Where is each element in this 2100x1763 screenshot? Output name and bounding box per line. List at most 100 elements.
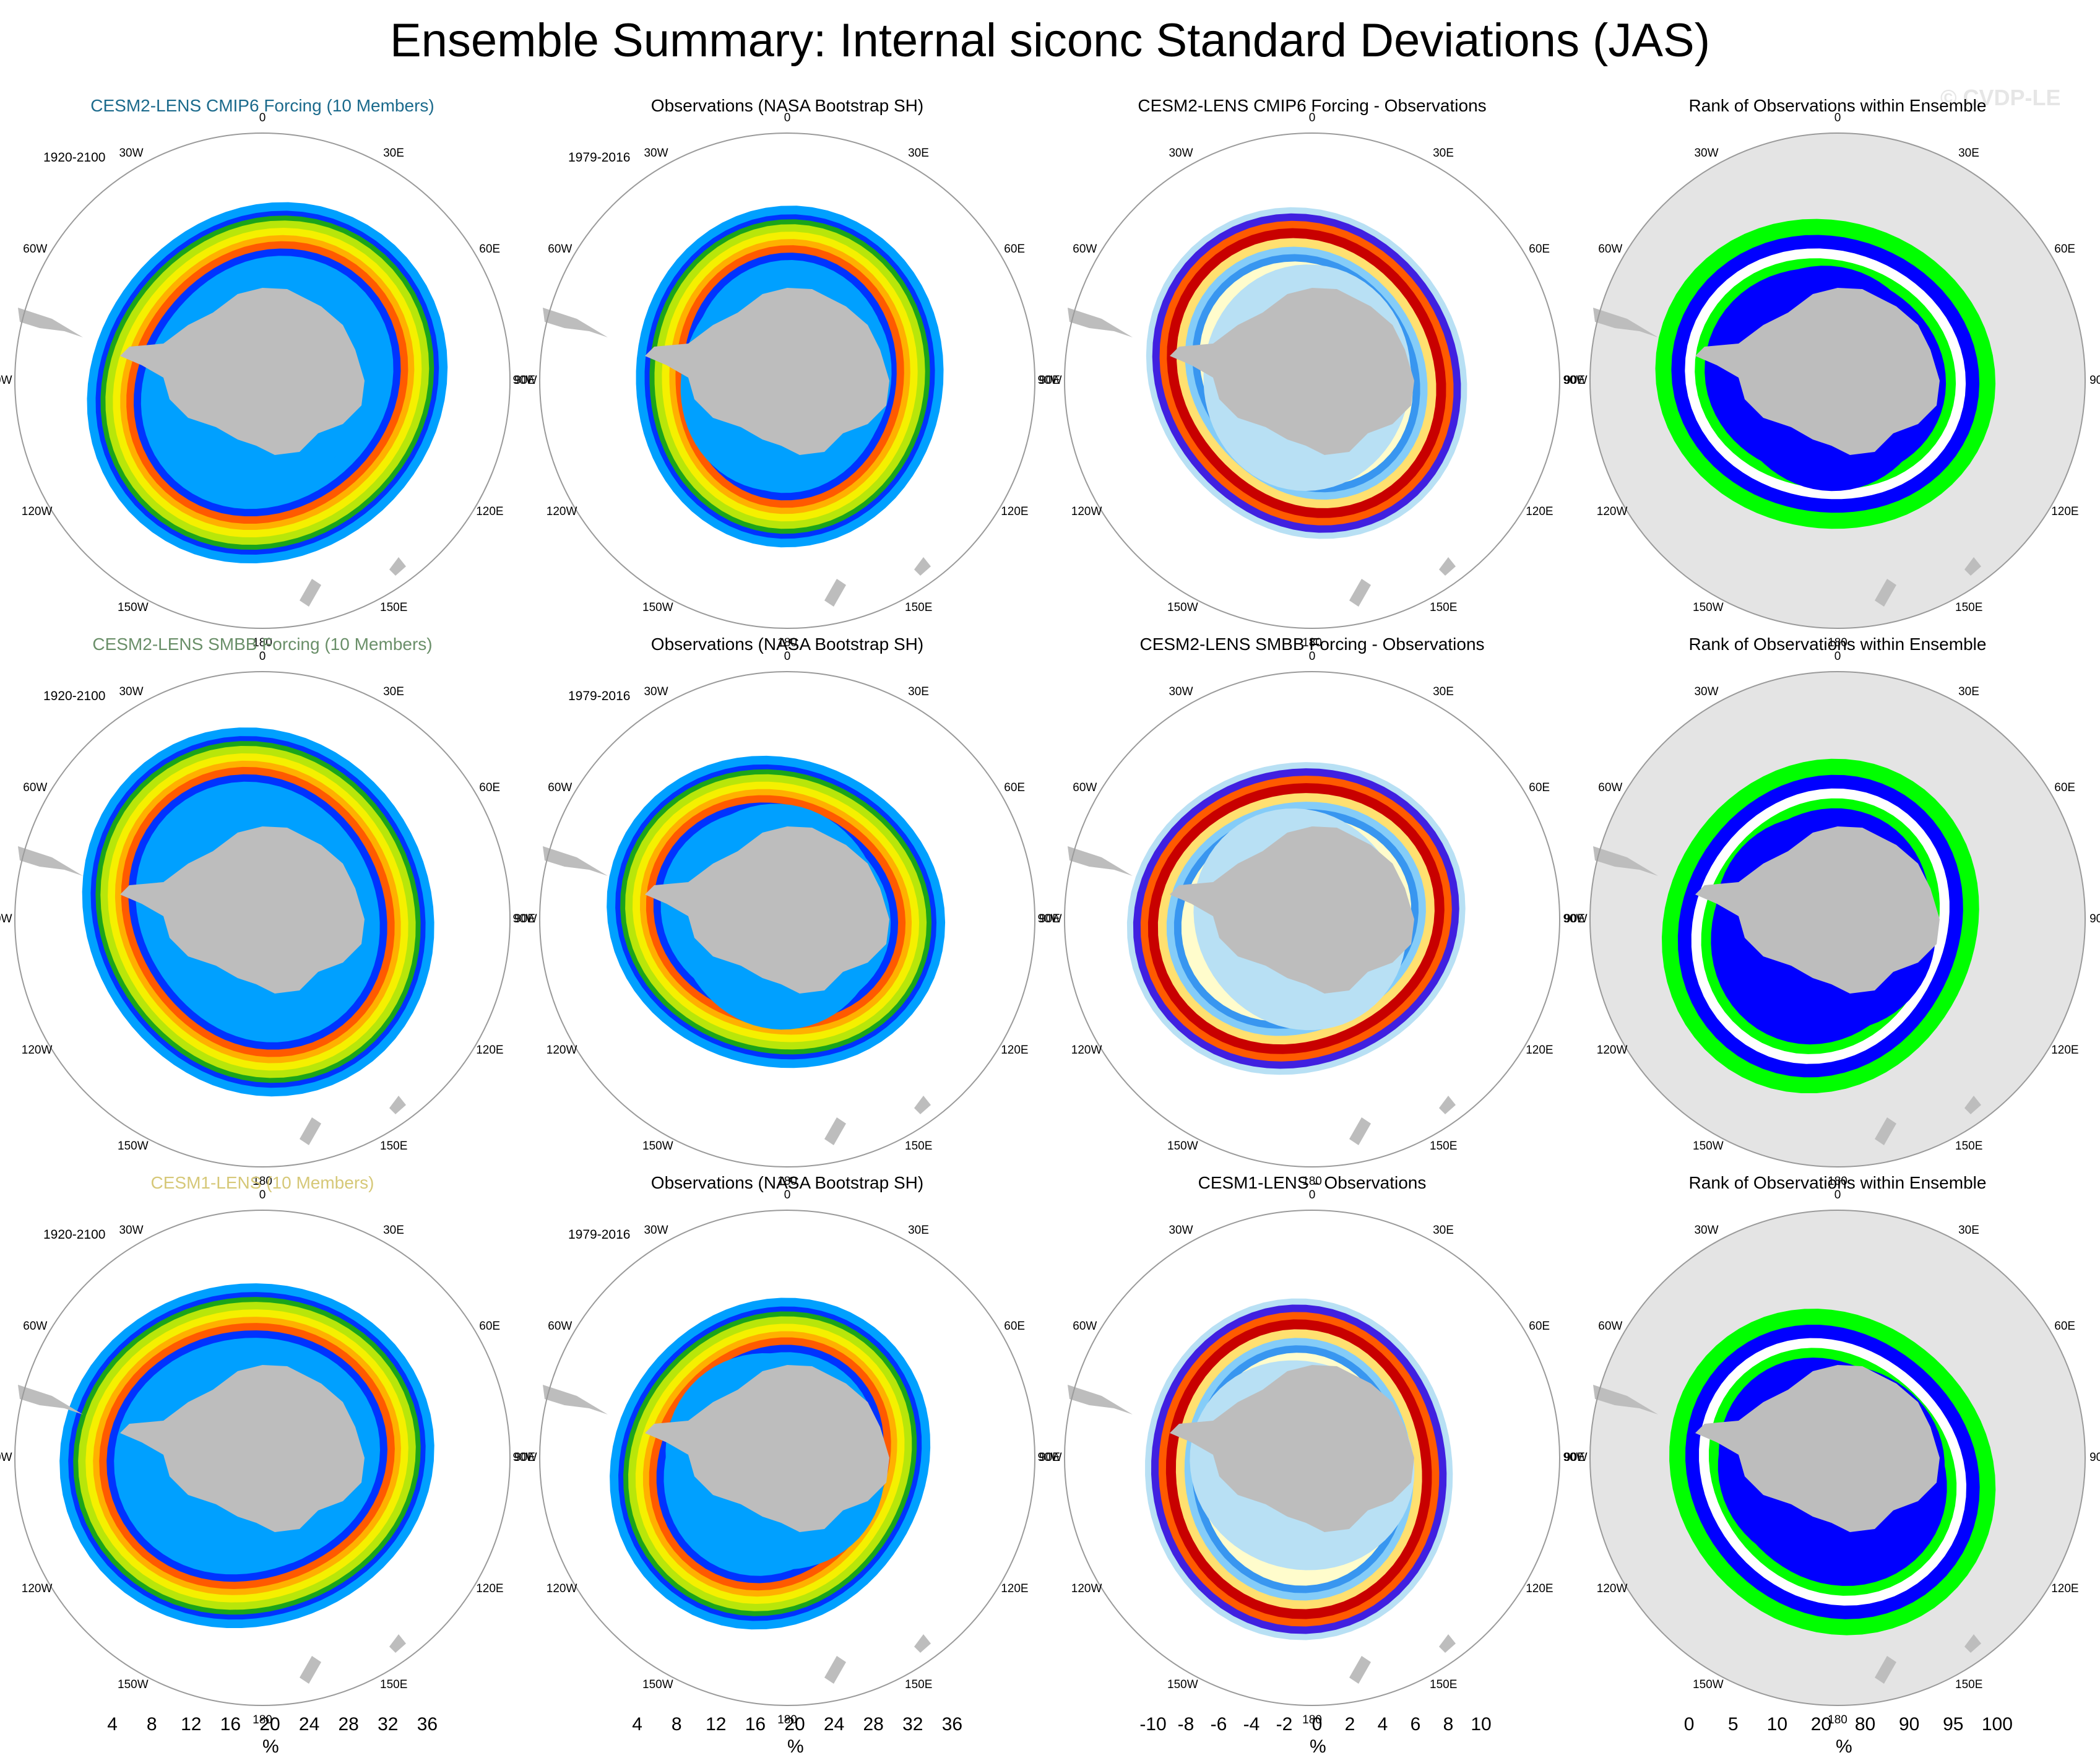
colorbar-unit: %	[1310, 1736, 1326, 1757]
longitude-label: 90W	[0, 912, 12, 925]
colorbar-tick-label: 12	[706, 1714, 727, 1735]
longitude-label: 90W	[0, 374, 12, 387]
colorbar-tick-label: 10	[1766, 1714, 1788, 1735]
longitude-label: 60W	[1073, 1320, 1097, 1333]
longitude-label: 120E	[1526, 505, 1553, 518]
longitude-label: 30W	[644, 1223, 668, 1237]
longitude-label: 0	[259, 650, 266, 663]
longitude-label: 90W	[0, 1451, 12, 1464]
land-antarctica	[120, 826, 365, 994]
colorbar-4: 0 5 10 20 80 90 95 100%	[1645, 1694, 2041, 1757]
longitude-label: 60W	[548, 1320, 573, 1333]
land-antarctica	[645, 1365, 889, 1532]
longitude-label: 60E	[2054, 781, 2076, 794]
colorbar-3: -10 -8 -6 -4 -2 0 2 4 6 8 10%	[1120, 1694, 1514, 1757]
colorbar-swatches	[1120, 1694, 1514, 1712]
longitude-label: 120E	[2051, 1044, 2079, 1057]
polar-map-diff	[1064, 132, 1560, 629]
longitude-label: 150W	[118, 1678, 149, 1692]
longitude-label: 30W	[119, 685, 144, 698]
land-new-zealand	[1875, 1117, 1896, 1145]
longitude-label: 180	[1828, 636, 1847, 649]
land-new-zealand	[300, 579, 321, 607]
longitude-label: 60E	[2054, 1320, 2076, 1333]
period-label: 1979-2016	[568, 150, 631, 165]
colorbar-tick-label: 12	[181, 1714, 202, 1735]
panel-title: Observations (NASA Bootstrap SH)	[650, 635, 924, 654]
map-panel-r2-c3: CESM2-LENS SMBB Forcing - Observations 0 3…	[1037, 628, 1584, 1188]
map-boundary	[1064, 132, 1560, 629]
map-boundary	[539, 1210, 1035, 1706]
longitude-label: 60W	[23, 781, 48, 794]
land-tasmania	[1964, 1096, 1981, 1114]
longitude-label: 120W	[1596, 1582, 1628, 1595]
polar-map-diff	[1064, 671, 1560, 1167]
longitude-label: 0	[259, 1189, 266, 1202]
longitude-label: 150W	[1693, 1140, 1724, 1153]
colorbar-2: 4 8 12 16 20 24 28 32 36%	[598, 1694, 992, 1757]
longitude-label: 180	[1828, 1713, 1847, 1726]
longitude-label: 60W	[23, 243, 48, 256]
colorbar-tick-label: 20	[1810, 1714, 1832, 1735]
longitude-label: 180	[253, 636, 272, 649]
longitude-label: 30W	[1169, 146, 1193, 160]
colorbar-tick-label: 36	[941, 1714, 963, 1735]
longitude-label: 30W	[1694, 146, 1719, 160]
longitude-label: 30E	[383, 1223, 404, 1237]
longitude-label: 120E	[1526, 1582, 1553, 1595]
land-new-zealand	[1875, 579, 1896, 607]
longitude-label: 60E	[479, 781, 501, 794]
period-label: 1979-2016	[568, 689, 631, 703]
longitude-label: 90E	[2089, 912, 2100, 925]
land-antarctica	[1170, 826, 1414, 994]
colorbar-tick-label: -10	[1139, 1714, 1167, 1735]
colorbar-tick-label: 32	[378, 1714, 399, 1735]
land-south-america	[543, 1385, 608, 1414]
longitude-label: 30E	[383, 685, 404, 698]
land-new-zealand	[1875, 1656, 1896, 1684]
longitude-label: 150W	[1693, 601, 1724, 615]
land-tasmania	[914, 557, 931, 576]
longitude-label: 60E	[479, 1320, 501, 1333]
map-panel-r2-c2: Observations (NASA Bootstrap SH) 1979-201…	[512, 628, 1060, 1188]
longitude-label: 30W	[644, 685, 668, 698]
land-antarctica	[1170, 288, 1414, 455]
longitude-label: 150E	[1430, 601, 1458, 615]
longitude-label: 120W	[21, 1044, 53, 1057]
colorbar-tick-label: 80	[1854, 1714, 1876, 1735]
colorbar-swatches	[73, 1694, 467, 1712]
longitude-label: 150E	[905, 601, 933, 615]
land-antarctica	[1695, 1365, 1940, 1532]
longitude-label: 30E	[1958, 146, 1979, 160]
longitude-label: 180	[1828, 1175, 1847, 1188]
longitude-label: 150W	[1167, 1678, 1198, 1692]
panel-title: Observations (NASA Bootstrap SH)	[650, 1173, 924, 1192]
longitude-label: 120W	[546, 1044, 577, 1057]
colorbar-unit: %	[1836, 1736, 1852, 1757]
colorbar-unit: %	[262, 1736, 279, 1757]
longitude-label: 90E	[2089, 1451, 2100, 1464]
longitude-label: 60W	[23, 1320, 48, 1333]
map-boundary	[539, 671, 1035, 1167]
longitude-label: 150W	[1167, 1140, 1198, 1153]
land-south-america	[543, 308, 608, 337]
land-new-zealand	[300, 1656, 321, 1684]
land-antarctica	[120, 288, 365, 455]
land-antarctica	[1170, 1365, 1414, 1532]
polar-map-rank	[1589, 132, 2086, 629]
longitude-label: 90E	[2089, 374, 2100, 387]
polar-map-std	[539, 1210, 1035, 1706]
longitude-label: 150E	[1430, 1140, 1458, 1153]
colorbar-tick-label: 10	[1471, 1714, 1492, 1735]
land-new-zealand	[824, 1117, 846, 1145]
longitude-label: 60E	[1529, 1320, 1550, 1333]
polar-map-std	[539, 671, 1035, 1167]
longitude-label: 0	[784, 1189, 791, 1202]
map-boundary	[14, 671, 511, 1167]
longitude-label: 90E	[1564, 912, 1585, 925]
longitude-label: 120E	[476, 1582, 504, 1595]
colorbar-tick-label: 4	[632, 1714, 642, 1735]
map-panel-r1-c4: Rank of Observations within Ensemble 0 30E…	[1563, 90, 2100, 649]
longitude-label: 120W	[1596, 1044, 1628, 1057]
colorbar-tick-label: 6	[1410, 1714, 1421, 1735]
